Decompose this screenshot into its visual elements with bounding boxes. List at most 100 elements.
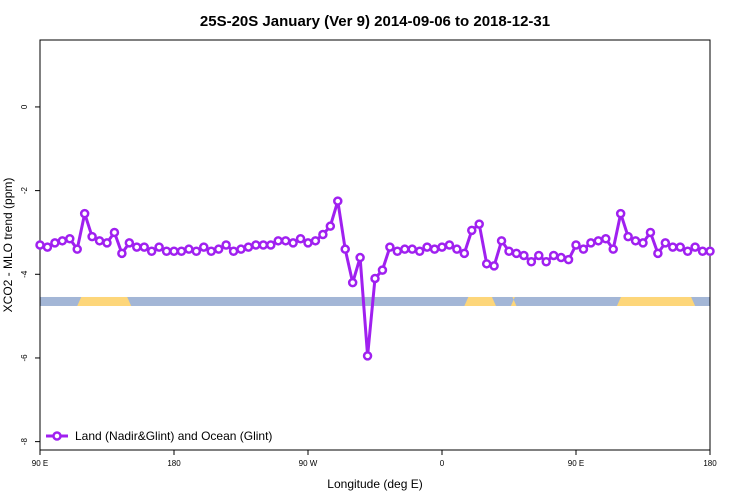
data-point (623, 231, 633, 242)
data-point (161, 246, 172, 257)
y-tick-label: -8 (20, 438, 29, 446)
x-axis: 90 E 180 90 W 0 90 E 180 (32, 450, 717, 468)
data-point (653, 248, 663, 259)
data-point (57, 236, 68, 246)
data-point (407, 244, 417, 254)
data-point (251, 240, 261, 250)
data-point (340, 244, 350, 254)
data-point (243, 242, 254, 252)
data-point (280, 236, 291, 246)
y-axis-label: XCO2 - MLO trend (ppm) (1, 178, 15, 313)
land-segment (77, 296, 132, 306)
data-point (541, 256, 551, 267)
data-point (429, 244, 440, 254)
data-point (362, 351, 373, 361)
data-point (660, 238, 671, 248)
y-tick-label: -4 (20, 270, 29, 278)
data-point (385, 242, 395, 252)
data-point (511, 248, 522, 259)
data-point (132, 242, 142, 252)
data-point (444, 240, 455, 250)
data-point (176, 246, 187, 257)
data-point (437, 242, 447, 252)
y-axis: 0 -2 -4 -6 -8 (20, 104, 40, 445)
data-point (221, 240, 231, 250)
data-point (102, 238, 112, 248)
data-point (236, 244, 246, 254)
data-point (35, 240, 45, 250)
y-tick-label: -6 (20, 354, 29, 362)
data-point (593, 236, 604, 246)
data-point (675, 242, 685, 252)
y-tick-label: 0 (20, 104, 29, 109)
data-point (504, 246, 514, 257)
data-point (288, 238, 298, 248)
data-point (586, 238, 596, 248)
data-point (303, 238, 313, 248)
data-point (191, 246, 202, 257)
data-point (690, 242, 700, 252)
data-point (556, 252, 566, 263)
data-point (526, 256, 537, 267)
data-point (273, 236, 283, 246)
x-tick-label: 90 W (299, 459, 318, 468)
y-tick-label: -2 (20, 187, 29, 195)
data-point (79, 208, 90, 219)
x-tick-label: 90 E (32, 459, 48, 468)
data-point (117, 248, 127, 259)
data-point (697, 246, 708, 257)
data-point (467, 225, 477, 236)
data-point (668, 242, 678, 252)
data-point (377, 265, 388, 275)
data-point (548, 250, 559, 261)
data-point (228, 246, 239, 257)
data-point (124, 238, 135, 248)
data-point (325, 221, 336, 231)
data-point (318, 229, 328, 240)
data-point (682, 246, 693, 257)
data-point (601, 233, 611, 244)
data-point (184, 244, 194, 254)
data-point (400, 244, 410, 254)
data-point (146, 246, 157, 257)
data-point (370, 273, 380, 284)
data-point (519, 250, 529, 261)
data-point (87, 231, 97, 242)
x-tick-label: 0 (440, 459, 445, 468)
data-point (705, 246, 715, 257)
data-point (72, 244, 82, 254)
data-point (489, 261, 499, 271)
land-segment (510, 296, 517, 306)
data-point (638, 238, 648, 248)
data-point (578, 244, 589, 254)
data-point (355, 252, 365, 263)
data-point (94, 236, 105, 246)
data-point (266, 240, 276, 250)
data-point (459, 248, 470, 259)
data-point (206, 246, 216, 257)
series (35, 196, 715, 361)
data-point (65, 233, 75, 244)
data-point (199, 242, 209, 252)
x-axis-label: Longitude (deg E) (327, 477, 422, 491)
chart-title: 25S-20S January (Ver 9) 2014-09-06 to 20… (200, 13, 550, 30)
legend: Land (Nadir&Glint) and Ocean (Glint) (46, 429, 272, 443)
land-segment (464, 296, 496, 306)
data-point (310, 236, 321, 246)
data-point (481, 259, 492, 269)
legend-label: Land (Nadir&Glint) and Ocean (Glint) (75, 429, 272, 443)
legend-marker (52, 431, 62, 441)
data-point (50, 238, 60, 248)
data-point (645, 227, 656, 238)
data-point (213, 244, 224, 254)
data-point (154, 242, 164, 252)
data-point (258, 240, 269, 250)
data-point (615, 208, 626, 219)
data-point (333, 196, 343, 206)
data-point (42, 242, 53, 252)
data-point (563, 254, 574, 265)
surface-band (40, 296, 710, 306)
data-point (347, 277, 358, 288)
data-point (496, 236, 507, 246)
